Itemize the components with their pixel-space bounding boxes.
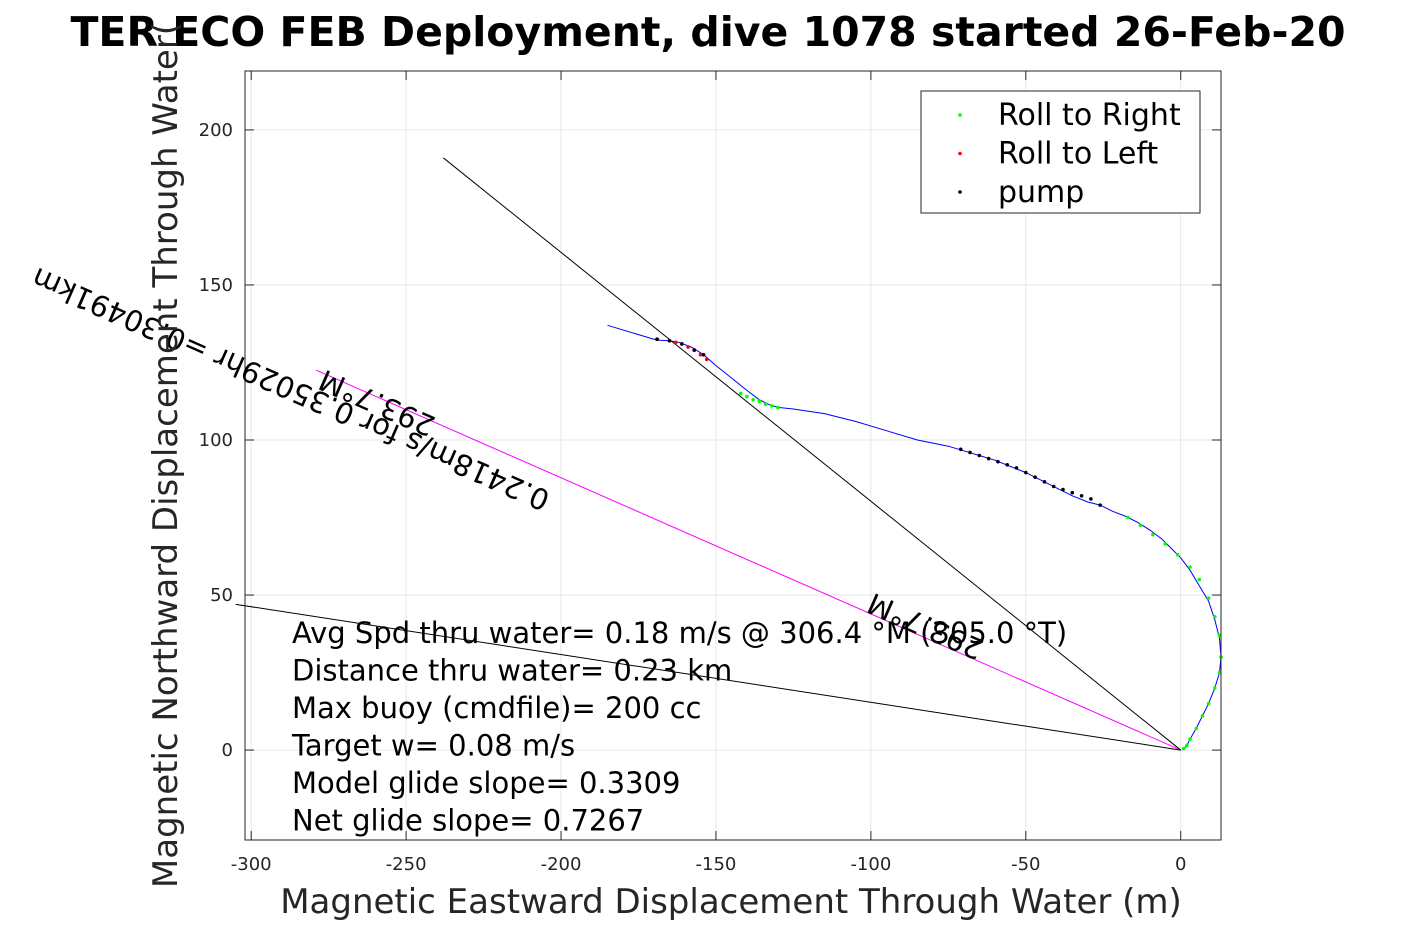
pump-point	[1024, 470, 1028, 475]
y-tick-label: 100	[199, 430, 233, 451]
pump-point	[996, 459, 1000, 464]
legend-entry: pump	[998, 175, 1084, 210]
roll-right-point	[1206, 596, 1211, 600]
lower-black-line	[235, 603, 1181, 751]
roll-right-point	[1188, 565, 1192, 569]
x-tick-label: -300	[231, 854, 272, 875]
legend-box	[920, 90, 1201, 214]
pump-point	[667, 338, 672, 343]
stat-line: Max buoy (cmdfile)= 200 cc	[292, 691, 701, 725]
roll-right-point	[1126, 515, 1130, 520]
line-annotation: 0.2418m/s for 0.35029hr =0.30491km	[27, 261, 555, 518]
pump-point	[1051, 484, 1056, 489]
data-points	[655, 337, 1223, 751]
y-tick-label: 0	[222, 740, 233, 761]
roll-right-point	[769, 404, 774, 408]
upper-black-line	[442, 157, 1182, 751]
chart-title: TER ECO FEB Deployment, dive 1078 starte…	[70, 8, 1345, 56]
pump-point	[1033, 475, 1037, 480]
pump-point	[655, 337, 659, 342]
roll-right-point	[1213, 614, 1217, 619]
roll-right-point	[1213, 686, 1217, 690]
pump-point	[958, 447, 963, 452]
pump-point	[986, 456, 991, 461]
y-axis-label: Magnetic Northward Displacement Through …	[146, 22, 186, 888]
pump-point	[1070, 490, 1075, 495]
x-tick-label: -150	[696, 854, 737, 875]
heading-line	[316, 369, 1181, 751]
pump-point	[701, 352, 706, 357]
pump-point	[1005, 463, 1010, 467]
y-tick-label: 150	[199, 275, 233, 296]
roll-left-point	[686, 345, 690, 349]
roll-right-point	[1151, 532, 1155, 537]
stat-line: Avg Spd thru water= 0.18 m/s @ 306.4 °M …	[292, 616, 1067, 650]
legend-marker	[958, 151, 962, 156]
x-tick-label: 0	[1175, 854, 1186, 875]
roll-right-point	[1185, 743, 1189, 748]
roll-right-point	[738, 391, 743, 396]
reference-lines	[235, 157, 1182, 751]
x-tick-label: -250	[386, 854, 427, 875]
pump-point	[1089, 497, 1093, 501]
stat-line: Net glide slope= 0.7267	[292, 804, 644, 838]
pump-point	[1042, 480, 1047, 484]
x-tick-label: -200	[541, 854, 582, 875]
roll-right-point	[1188, 737, 1192, 742]
roll-left-point	[673, 340, 678, 345]
x-tick-label: -50	[1011, 854, 1040, 875]
roll-right-point	[763, 402, 768, 407]
track-line	[607, 324, 1222, 751]
roll-right-point	[1175, 552, 1180, 557]
pump-point	[1014, 466, 1019, 470]
x-axis-label: Magnetic Eastward Displacement Through W…	[280, 882, 1182, 922]
roll-right-point	[1182, 746, 1186, 751]
stat-line: Distance thru water= 0.23 km	[292, 654, 732, 688]
legend-entry: Roll to Right	[998, 98, 1181, 133]
roll-right-point	[757, 399, 762, 404]
axes-box	[244, 70, 1222, 841]
x-tick-label: -100	[850, 854, 891, 875]
legend-entry: Roll to Left	[998, 137, 1158, 172]
y-tick-label: 200	[199, 120, 233, 141]
legend-marker	[958, 113, 962, 117]
roll-right-point	[1217, 670, 1222, 675]
roll-right-point	[1197, 577, 1202, 582]
roll-right-point	[745, 394, 749, 399]
roll-right-point	[1163, 542, 1168, 546]
roll-left-point	[698, 352, 703, 357]
pump-point	[968, 450, 972, 455]
stat-line: Model glide slope= 0.3309	[292, 766, 680, 800]
legend-marker	[958, 190, 962, 194]
dive-track	[607, 324, 1222, 751]
pump-point	[680, 342, 684, 346]
roll-right-point	[776, 405, 780, 410]
stats-text-block: Avg Spd thru water= 0.18 m/s @ 306.4 °M …	[291, 616, 1067, 838]
pump-point	[1061, 487, 1065, 492]
roll-right-point	[1217, 633, 1222, 638]
stat-line: Target w= 0.08 m/s	[291, 729, 575, 763]
roll-left-point	[704, 357, 709, 362]
roll-right-point	[1206, 701, 1211, 706]
roll-right-point	[1194, 726, 1199, 731]
pump-point	[977, 453, 982, 458]
roll-right-point	[751, 397, 755, 402]
y-tick-label: 50	[210, 585, 233, 606]
axis-ticks: -300 -250 -200 -150 -100 -50 0 0 50 100 150 200	[199, 71, 1221, 875]
pump-point	[1079, 494, 1084, 498]
pump-point	[692, 348, 697, 352]
roll-right-point	[1138, 523, 1143, 528]
pump-point	[1098, 503, 1102, 507]
roll-right-point	[1200, 714, 1205, 718]
